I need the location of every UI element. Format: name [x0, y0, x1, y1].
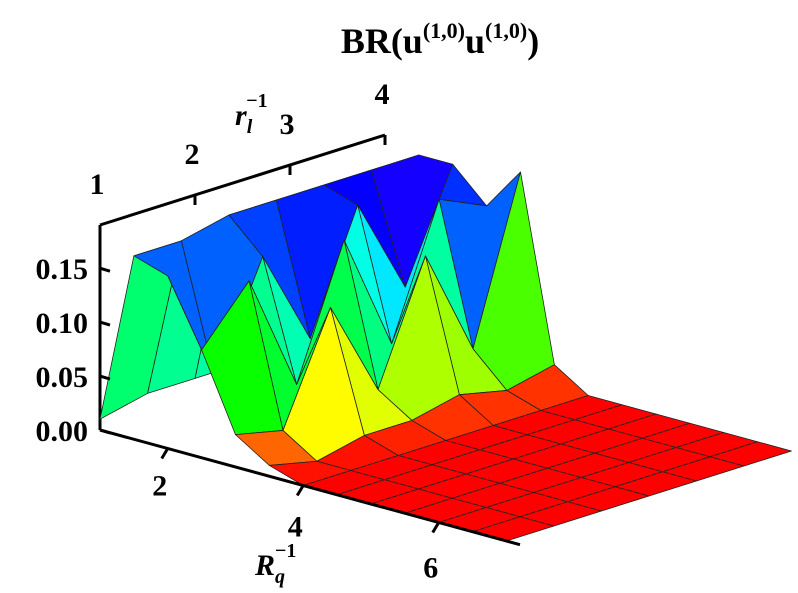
y-tick-label: 2 [185, 138, 200, 171]
z-tick-label: 0.00 [36, 415, 89, 448]
z-tick [99, 266, 111, 273]
title-part: BR(u [341, 21, 423, 61]
label-sub: l [247, 116, 253, 138]
label-part: r [235, 99, 247, 132]
z-tick-label: 0.05 [36, 361, 89, 394]
x-tick-label: 4 [288, 510, 303, 543]
x-tick [160, 447, 170, 460]
label-part: R [254, 549, 275, 582]
label-sup: −1 [246, 90, 267, 112]
x-tick-label: 6 [423, 551, 438, 584]
z-tick [99, 374, 111, 381]
axis-line [99, 428, 521, 547]
x-tick-label: 2 [152, 469, 167, 502]
chart-title: BR(u(1,0)u(1,0)) [341, 18, 539, 61]
axis-line [99, 133, 386, 227]
title-part: ) [527, 21, 539, 61]
z-tick [99, 428, 111, 435]
y-tick-label: 4 [375, 78, 390, 111]
x-tick [295, 484, 305, 497]
x-axis-label: Rq −1 [254, 540, 296, 588]
y-axis-label: rl −1 [235, 90, 268, 138]
y-tick-label: 3 [280, 108, 295, 141]
title-sup: (1,0) [485, 18, 527, 43]
title-sup: (1,0) [423, 18, 465, 43]
z-tick-label: 0.15 [36, 253, 89, 286]
x-tick [431, 521, 440, 534]
z-tick-label: 0.10 [36, 307, 89, 340]
label-sub: q [275, 566, 285, 588]
y-tick-label: 1 [90, 168, 105, 201]
title-part: u [465, 21, 485, 61]
label-sup: −1 [275, 540, 296, 562]
z-tick [99, 320, 111, 327]
